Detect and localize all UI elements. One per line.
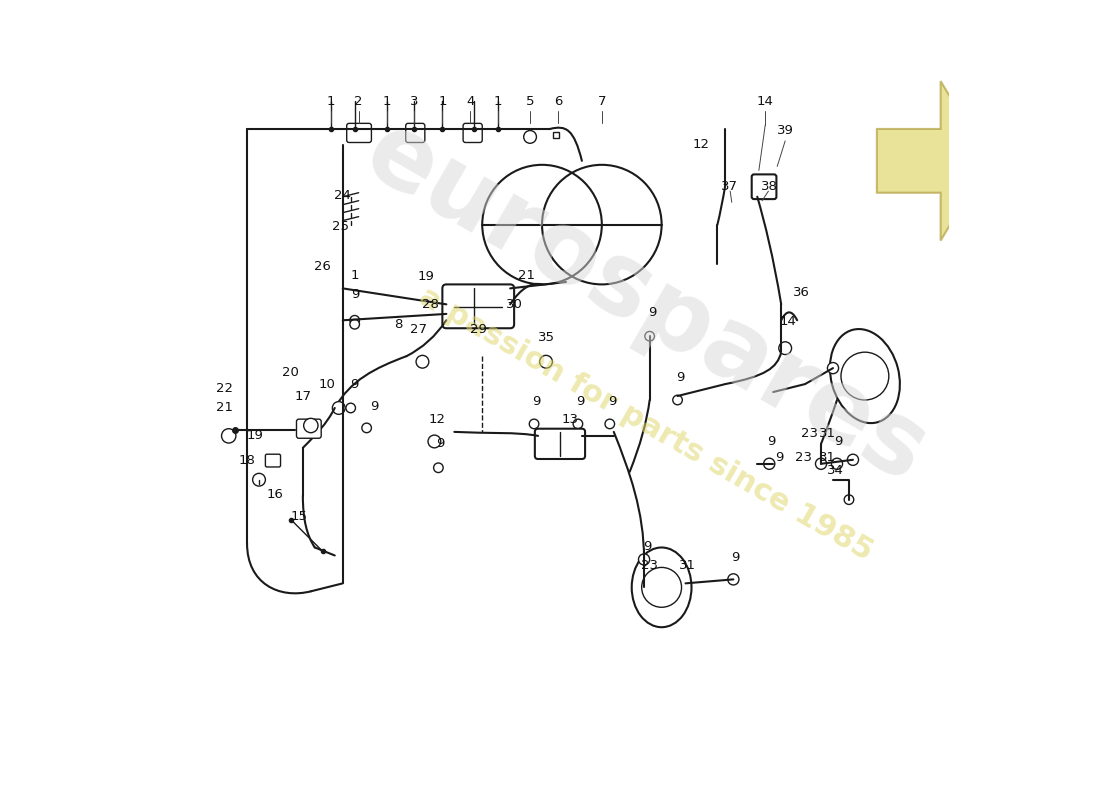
Text: 21: 21: [518, 269, 535, 282]
Text: 20: 20: [283, 366, 299, 378]
Text: 9: 9: [608, 395, 616, 408]
Circle shape: [345, 403, 355, 413]
Text: 28: 28: [422, 298, 439, 311]
Text: 9: 9: [675, 371, 684, 384]
Text: 5: 5: [526, 94, 535, 107]
Text: 14: 14: [757, 94, 773, 107]
Text: 9: 9: [351, 288, 360, 302]
Text: 12: 12: [428, 414, 446, 426]
Text: 25: 25: [332, 220, 349, 233]
Circle shape: [832, 458, 843, 470]
Circle shape: [673, 395, 682, 405]
Text: 9: 9: [351, 378, 359, 390]
Text: 39: 39: [777, 124, 793, 137]
Text: 37: 37: [720, 180, 738, 193]
Text: 29: 29: [470, 323, 486, 336]
Text: 18: 18: [239, 454, 255, 467]
FancyBboxPatch shape: [297, 419, 321, 438]
Text: 30: 30: [506, 298, 522, 311]
Circle shape: [416, 355, 429, 368]
FancyBboxPatch shape: [751, 174, 777, 199]
FancyBboxPatch shape: [463, 123, 482, 142]
Circle shape: [815, 458, 826, 470]
Circle shape: [779, 342, 792, 354]
Text: 34: 34: [827, 464, 844, 477]
Circle shape: [728, 574, 739, 585]
FancyBboxPatch shape: [442, 285, 514, 328]
Text: 10: 10: [318, 378, 336, 390]
Text: 38: 38: [761, 180, 778, 193]
FancyBboxPatch shape: [265, 454, 280, 467]
Text: 35: 35: [538, 331, 554, 344]
Text: 9: 9: [371, 400, 378, 413]
Text: 7: 7: [597, 94, 606, 107]
Circle shape: [350, 315, 360, 325]
Text: 31: 31: [679, 559, 695, 572]
Text: 36: 36: [793, 286, 810, 299]
Text: 1: 1: [351, 269, 359, 282]
Text: 1: 1: [383, 94, 390, 107]
Text: 19: 19: [246, 430, 264, 442]
Circle shape: [529, 419, 539, 429]
Text: 22: 22: [217, 382, 233, 394]
Circle shape: [844, 495, 854, 505]
Text: 31: 31: [818, 451, 836, 464]
Text: 15: 15: [290, 510, 307, 523]
Text: 16: 16: [266, 487, 284, 501]
Text: 12: 12: [693, 138, 710, 151]
Text: 9: 9: [730, 551, 739, 564]
Circle shape: [332, 402, 345, 414]
Text: 9: 9: [576, 395, 584, 408]
Circle shape: [605, 419, 615, 429]
FancyBboxPatch shape: [535, 429, 585, 459]
Text: 1: 1: [327, 94, 336, 107]
Text: 3: 3: [410, 94, 419, 107]
Circle shape: [847, 454, 858, 466]
Text: 9: 9: [835, 435, 843, 448]
Text: 13: 13: [561, 414, 579, 426]
Text: 9: 9: [776, 451, 784, 464]
Circle shape: [433, 463, 443, 473]
FancyBboxPatch shape: [346, 123, 372, 142]
Circle shape: [573, 419, 583, 429]
Circle shape: [763, 458, 774, 470]
Text: 4: 4: [466, 94, 474, 107]
Text: 9: 9: [648, 306, 657, 319]
Circle shape: [362, 423, 372, 433]
Text: 9: 9: [436, 438, 444, 450]
Text: 9: 9: [532, 395, 540, 408]
Circle shape: [645, 331, 654, 341]
Text: 14: 14: [779, 315, 796, 328]
Text: 23: 23: [795, 451, 812, 464]
Text: 23: 23: [801, 427, 817, 440]
Text: 9: 9: [644, 540, 651, 553]
Circle shape: [350, 319, 360, 329]
Text: eurospares: eurospares: [348, 104, 944, 504]
Circle shape: [827, 362, 838, 374]
Text: 2: 2: [354, 94, 363, 107]
Text: 26: 26: [315, 259, 331, 273]
Text: 9: 9: [768, 435, 776, 448]
Circle shape: [428, 435, 441, 448]
Circle shape: [304, 418, 318, 433]
Circle shape: [638, 554, 650, 565]
Circle shape: [253, 474, 265, 486]
Text: 8: 8: [394, 318, 403, 330]
Text: 19: 19: [418, 270, 434, 283]
Circle shape: [540, 355, 552, 368]
Text: 21: 21: [217, 402, 233, 414]
Text: 31: 31: [818, 427, 836, 440]
Circle shape: [221, 429, 235, 443]
Text: 27: 27: [410, 323, 427, 336]
Text: 6: 6: [553, 94, 562, 107]
Text: 17: 17: [295, 390, 311, 402]
Text: 23: 23: [641, 559, 658, 572]
Text: 1: 1: [494, 94, 503, 107]
Circle shape: [524, 130, 537, 143]
Polygon shape: [877, 81, 989, 241]
FancyBboxPatch shape: [406, 123, 425, 142]
Text: 24: 24: [334, 189, 351, 202]
Text: a passion for parts since 1985: a passion for parts since 1985: [414, 282, 878, 566]
Text: 1: 1: [438, 94, 447, 107]
